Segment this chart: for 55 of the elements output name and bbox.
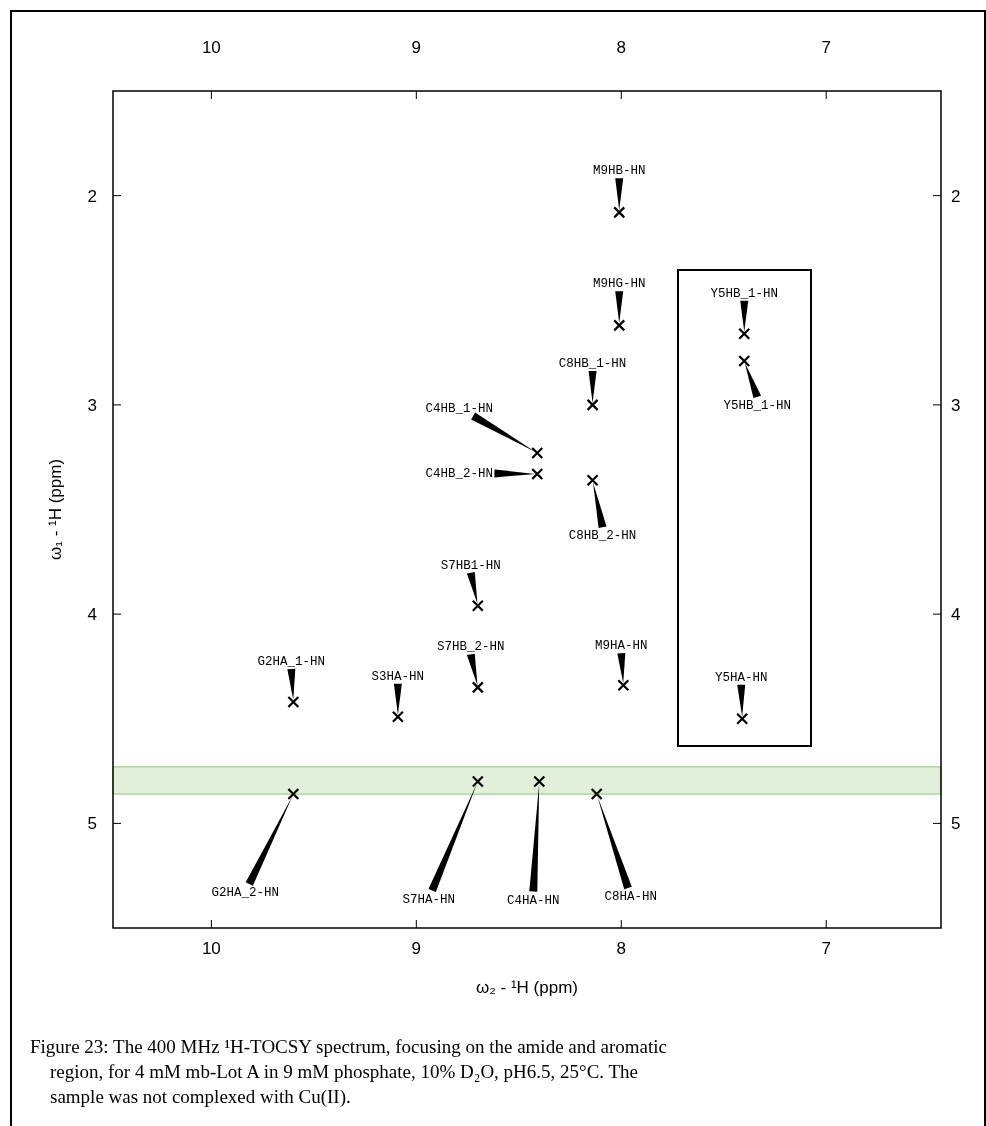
x-axis-title: ω₂ - ¹H (ppm) xyxy=(475,978,579,997)
y2-tick-label: 3 xyxy=(951,395,961,415)
annotation: Y5HB_1-HN xyxy=(710,286,779,301)
x2-tick-label: 10 xyxy=(201,38,221,57)
annotation: C8HB_1-HN xyxy=(558,356,627,371)
caption: Figure 23: The 400 MHz ¹H-TOCSY spectrum, focusing on the amide and aromatic region, for 4 mM mb-Lot A in 9 mM phosphate, 10% D₂O, pH6.5, 25°C. The sample was not complexed with Cu(II). xyxy=(30,1036,667,1108)
point xyxy=(471,681,484,694)
y-axis-title: ω₁ - ¹H (ppm) xyxy=(46,458,65,561)
point xyxy=(617,679,630,692)
point xyxy=(391,710,404,723)
annotation: C4HB_1-HN xyxy=(425,402,494,416)
annotation: C4HA-HN xyxy=(507,893,560,908)
point xyxy=(738,327,751,340)
x-tick-label: 7 xyxy=(821,939,831,958)
point xyxy=(533,775,546,788)
y2-tick-label: 5 xyxy=(951,814,961,834)
annotation: Y5HA-HN xyxy=(714,670,768,685)
x2-tick-label: 7 xyxy=(821,38,831,57)
point xyxy=(531,446,544,460)
x-tick-label: 10 xyxy=(201,939,221,958)
point xyxy=(287,695,300,709)
annotation: C4HB_2-HN xyxy=(425,466,494,481)
annotation: M9HA-HN xyxy=(595,639,648,654)
y-tick-label: 4 xyxy=(87,605,97,625)
annotation: Y5HB_1-HN xyxy=(723,398,792,413)
x-tick-label: 8 xyxy=(616,939,627,958)
y-tick-label: 5 xyxy=(87,814,97,834)
x2-tick-label: 9 xyxy=(411,38,422,57)
point xyxy=(287,787,300,801)
annotation: S7HA-HN xyxy=(402,892,456,907)
annotation: S3HA-HN xyxy=(371,669,425,684)
point xyxy=(586,474,599,487)
point xyxy=(471,599,484,612)
point xyxy=(613,319,626,332)
annotation: C8HA-HN xyxy=(604,890,657,905)
y-tick-label: 2 xyxy=(87,186,97,206)
point xyxy=(471,775,484,788)
x-tick-label: 9 xyxy=(411,939,422,958)
annotation: S7HB1-HN xyxy=(440,558,501,573)
y2-tick-label: 4 xyxy=(951,605,961,625)
point xyxy=(590,787,603,801)
point xyxy=(736,712,749,725)
point xyxy=(531,467,544,481)
annotation: S7HB_2-HN xyxy=(437,640,505,655)
annotation: G2HA_2-HN xyxy=(211,886,280,901)
point xyxy=(586,398,599,411)
x2-tick-label: 8 xyxy=(616,38,627,57)
y2-tick-label: 2 xyxy=(951,186,961,206)
annotation: M9HG-HN xyxy=(592,277,646,292)
point xyxy=(613,206,626,219)
point xyxy=(738,354,751,368)
y-tick-label: 3 xyxy=(87,395,97,415)
annotation: G2HA_1-HN xyxy=(257,655,326,670)
annotation: M9HB-HN xyxy=(592,164,646,179)
annotation: C8HB_2-HN xyxy=(568,529,637,544)
